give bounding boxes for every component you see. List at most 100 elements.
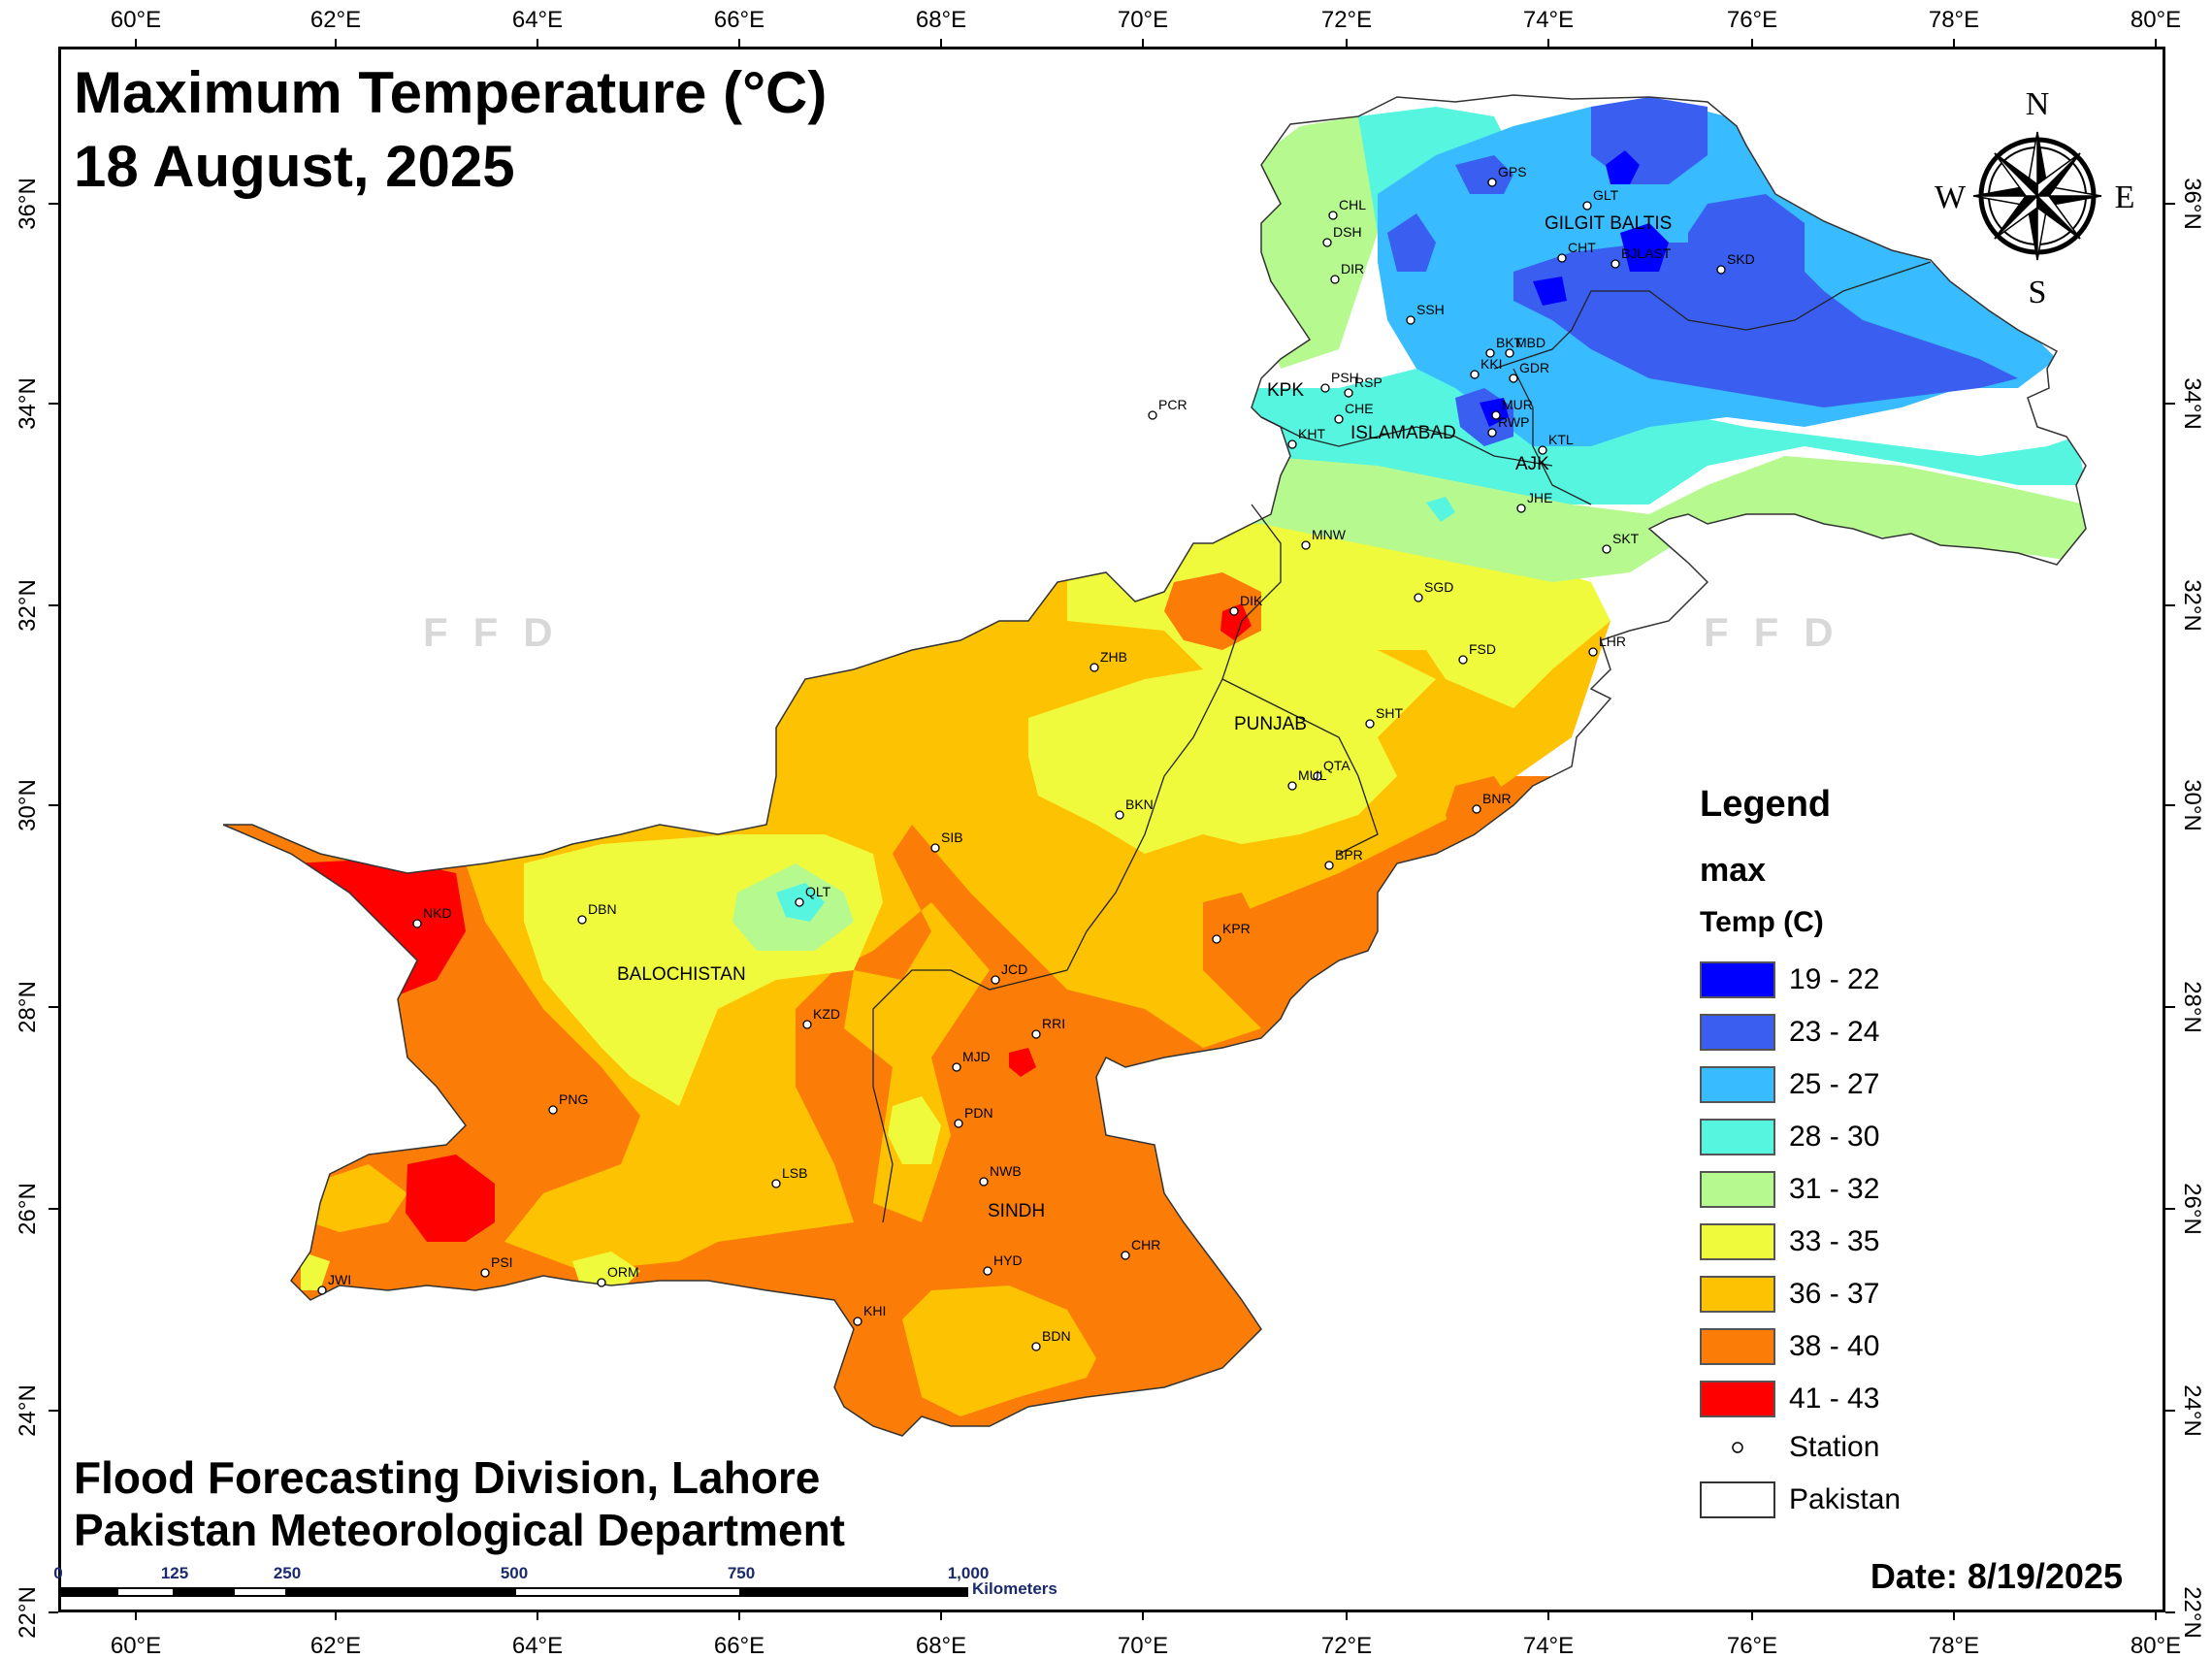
province-boundary	[1513, 368, 1592, 505]
station-marker: BKT	[1485, 335, 1523, 358]
region-label-ajk: AJK	[1515, 454, 1549, 474]
lat-label-right: 26°N	[2179, 1183, 2205, 1235]
legend-swatch	[1700, 1014, 1775, 1051]
temperature-zone	[310, 1164, 407, 1232]
lat-label-left: 24°N	[15, 1384, 41, 1437]
issue-date: Date: 8/19/2025	[1870, 1556, 2123, 1596]
station-label: BKT	[1496, 335, 1523, 350]
lon-label-bottom: 68°E	[916, 1633, 966, 1659]
legend-class-label: 36 - 37	[1789, 1278, 1880, 1310]
scale-bar: 0 125 250 500 750 1,000 Kilometers	[53, 1564, 1057, 1603]
station-label: BJLAST	[1621, 245, 1672, 261]
legend-class-label: 25 - 27	[1789, 1068, 1880, 1100]
station-label: CHE	[1345, 401, 1374, 416]
station-marker: BDN	[1031, 1328, 1071, 1351]
lon-label-top: 62°E	[310, 7, 361, 33]
lat-label-right: 34°N	[2179, 377, 2205, 430]
temperature-zone	[406, 1155, 495, 1242]
legend-swatch	[1700, 1119, 1775, 1155]
legend-class-label: 23 - 24	[1789, 1016, 1880, 1048]
legend-swatch	[1700, 1171, 1775, 1208]
scale-tick-label: 250	[273, 1564, 302, 1582]
station-label: DBN	[588, 901, 617, 917]
station-label: SSH	[1416, 302, 1445, 317]
station-marker: BJLAST	[1610, 245, 1672, 269]
lon-label-bottom: 70°E	[1118, 1633, 1168, 1659]
station-marker: CHE	[1334, 401, 1374, 424]
scale-tick-label: 0	[53, 1564, 63, 1582]
station-marker: DSH	[1322, 224, 1362, 247]
lat-label-left: 22°N	[15, 1586, 41, 1639]
station-label: LHR	[1599, 634, 1626, 649]
lon-label-bottom: 80°E	[2131, 1633, 2181, 1659]
province-boundary	[1493, 261, 1932, 370]
lon-label-bottom: 76°E	[1727, 1633, 1777, 1659]
station-marker: DIR	[1330, 261, 1364, 284]
station-icon	[1700, 1441, 1775, 1454]
legend-class-label: 19 - 22	[1789, 963, 1880, 995]
lon-label-bottom: 66°E	[714, 1633, 764, 1659]
lat-label-left: 30°N	[15, 779, 41, 831]
scale-segment	[287, 1587, 514, 1597]
map-title: Maximum Temperature (°C)	[74, 60, 828, 125]
station-label: MNW	[1312, 527, 1347, 542]
lat-label-left: 34°N	[15, 377, 41, 430]
province-boundary	[1260, 416, 1553, 467]
scale-segment	[58, 1587, 116, 1597]
temperature-zone	[1261, 116, 1378, 369]
station-label: KTL	[1548, 432, 1574, 447]
station-marker: BKN	[1115, 797, 1154, 820]
north-arrow-compass: N S E W	[1915, 78, 2160, 318]
station-label: JCD	[1001, 961, 1027, 977]
station-label: MUR	[1502, 397, 1533, 412]
temperature-zone	[1606, 150, 1640, 184]
station-marker: PDN	[954, 1105, 993, 1128]
station-marker: RRI	[1031, 1016, 1065, 1039]
station-marker: MNW	[1301, 527, 1347, 550]
legend-title: Legend	[1700, 784, 1832, 825]
station-marker: KTL	[1538, 432, 1574, 455]
scale-tick-label: 1,000	[947, 1564, 990, 1582]
station-marker: NKD	[412, 905, 452, 928]
lon-label-top: 74°E	[1523, 7, 1574, 33]
station-marker: KPR	[1212, 921, 1251, 944]
region-label-balochistan: BALOCHISTAN	[617, 964, 746, 985]
footer-org-2: Pakistan Meteorological Department	[74, 1505, 845, 1555]
station-label: MBD	[1515, 335, 1545, 350]
lon-label-top: 60°E	[111, 7, 161, 33]
lon-label-bottom: 72°E	[1321, 1633, 1372, 1659]
station-marker: GLT	[1582, 187, 1619, 211]
station-marker: PCR	[1148, 397, 1187, 420]
station-marker: MBD	[1505, 335, 1545, 358]
legend-station-label: Station	[1789, 1431, 1880, 1463]
lat-label-right: 30°N	[2179, 779, 2205, 831]
scale-segment	[741, 1587, 968, 1597]
legend-class: 25 - 27	[1700, 1063, 1879, 1106]
station-label: FSD	[1469, 641, 1496, 657]
temperature-zone	[1009, 1048, 1036, 1077]
lat-label-left: 32°N	[15, 579, 41, 632]
station-label: ORM	[607, 1264, 639, 1280]
station-marker: JHE	[1516, 490, 1552, 513]
scale-unit: Kilometers	[972, 1579, 1057, 1598]
scale-segment	[116, 1587, 175, 1597]
station-label: SHT	[1376, 705, 1403, 721]
temperature-zone	[1620, 223, 1669, 272]
station-label: CHT	[1568, 240, 1596, 255]
station-marker: GDR	[1509, 360, 1549, 383]
legend-class: 19 - 22	[1700, 959, 1879, 1001]
station-label: CHL	[1339, 197, 1366, 212]
legend-unit-title: Temp (C)	[1700, 906, 1824, 938]
station-label: DIK	[1240, 593, 1263, 608]
station-marker: RWP	[1487, 414, 1529, 438]
station-marker: CHT	[1557, 240, 1596, 263]
temperature-zone	[1387, 213, 1436, 272]
lat-label-right: 32°N	[2179, 579, 2205, 632]
station-marker: HYD	[983, 1252, 1023, 1276]
temperature-zone	[1455, 155, 1513, 194]
legend-class-label: 33 - 35	[1789, 1225, 1880, 1257]
station-label: GDR	[1519, 360, 1549, 375]
legend-class: 38 - 40	[1700, 1325, 1879, 1368]
